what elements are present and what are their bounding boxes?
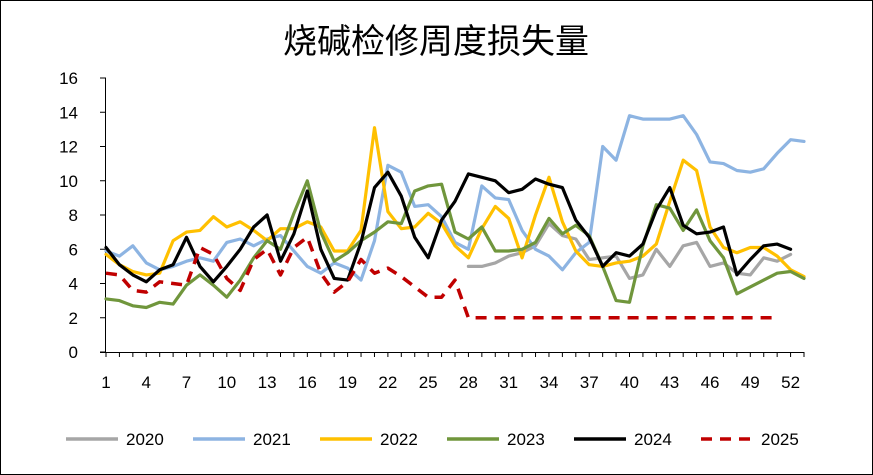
x-tick-label: 1 bbox=[101, 373, 110, 392]
series-line-2021 bbox=[104, 114, 806, 282]
legend-label-2023: 2023 bbox=[507, 430, 545, 449]
legend: 2020 2021 2022 2023 2024 2025 bbox=[66, 430, 799, 449]
legend-label-2021: 2021 bbox=[253, 430, 291, 449]
x-tick-label: 43 bbox=[660, 373, 679, 392]
x-tick-label: 52 bbox=[781, 373, 800, 392]
series-line-2025 bbox=[105, 235, 778, 320]
legend-label-2020: 2020 bbox=[126, 430, 164, 449]
chart-title: 烧碱检修周度损失量 bbox=[283, 22, 589, 62]
x-tick-label: 34 bbox=[540, 373, 559, 392]
series-line-2023 bbox=[104, 179, 806, 310]
x-tick-label: 28 bbox=[459, 373, 478, 392]
series-layer bbox=[104, 114, 806, 320]
y-tick-label: 16 bbox=[59, 69, 78, 88]
x-tick-label: 40 bbox=[620, 373, 639, 392]
x-tick-label: 10 bbox=[217, 373, 236, 392]
y-tick-label: 4 bbox=[69, 275, 78, 294]
x-tick-label: 7 bbox=[182, 373, 191, 392]
series-line-2022 bbox=[104, 126, 806, 279]
x-tick-label: 25 bbox=[419, 373, 438, 392]
x-tick-label: 37 bbox=[580, 373, 599, 392]
x-tick-label: 46 bbox=[701, 373, 720, 392]
y-tick-label: 14 bbox=[59, 103, 78, 122]
x-tick-label: 22 bbox=[378, 373, 397, 392]
x-tick-label: 49 bbox=[741, 373, 760, 392]
y-tick-label: 10 bbox=[59, 172, 78, 191]
x-tick-label: 19 bbox=[338, 373, 357, 392]
x-tick-label: 16 bbox=[298, 373, 317, 392]
y-tick-label: 2 bbox=[69, 309, 78, 328]
x-tick-label: 4 bbox=[142, 373, 151, 392]
y-tick-label: 12 bbox=[59, 138, 78, 157]
legend-label-2025: 2025 bbox=[761, 430, 799, 449]
x-tick-label: 31 bbox=[499, 373, 518, 392]
y-tick-label: 6 bbox=[69, 240, 78, 259]
legend-label-2024: 2024 bbox=[634, 430, 672, 449]
series-line-2024 bbox=[104, 170, 793, 284]
x-tick-label: 13 bbox=[258, 373, 277, 392]
y-tick-label: 0 bbox=[69, 343, 78, 362]
y-tick-label: 8 bbox=[69, 206, 78, 225]
legend-label-2022: 2022 bbox=[380, 430, 418, 449]
